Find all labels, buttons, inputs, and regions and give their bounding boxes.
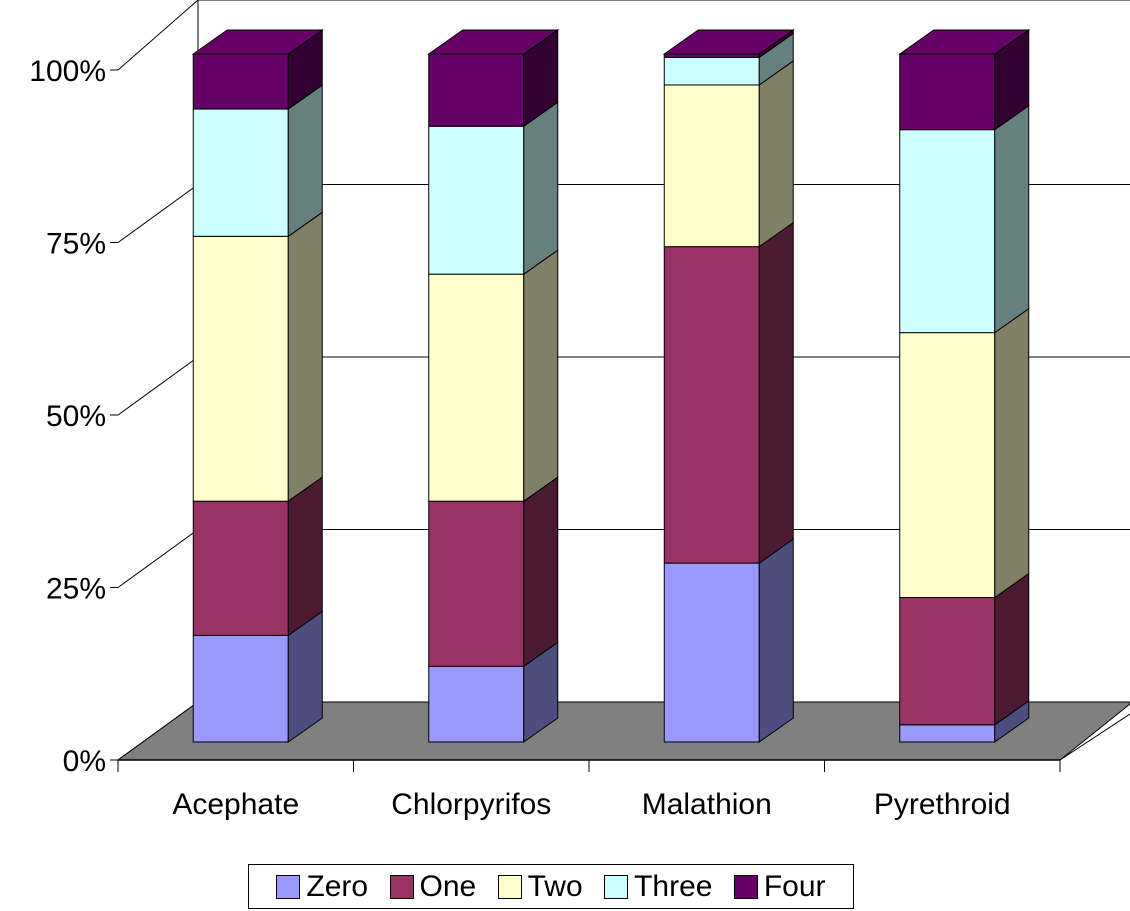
legend-label: Four — [763, 869, 826, 903]
bar-front — [899, 129, 996, 334]
legend-swatch — [733, 874, 758, 899]
bar-front — [899, 597, 996, 726]
bar-segment-pyrethroid-one — [899, 572, 1030, 726]
bar-top-malathion — [662, 29, 795, 55]
legend-item-one: One — [389, 869, 477, 904]
y-tick-label: 25% — [46, 573, 106, 606]
bar-segment-acephate-three — [192, 84, 323, 238]
legend-label: Two — [527, 869, 583, 903]
bar-front — [663, 53, 760, 58]
bar-side — [523, 249, 559, 503]
bar-segment-malathion-three — [663, 32, 794, 86]
legend-item-two: Two — [497, 869, 583, 904]
bar-side — [287, 84, 323, 238]
legend-item-three: Three — [604, 870, 712, 904]
bar-segment-chlorpyrifos-four — [428, 29, 559, 128]
y-tick-labels: 0% 25% 50% 75% 100% — [29, 55, 106, 778]
bar-side — [287, 211, 323, 503]
bar-front — [192, 235, 289, 502]
x-tick-label-acephate: Acephate — [172, 788, 299, 821]
legend: Zero One Two Three Four — [248, 864, 854, 909]
x-tick-label-malathion: Malathion — [642, 788, 772, 821]
floor-edge-right — [1059, 713, 1130, 761]
bar-segment-acephate-four — [192, 29, 323, 111]
legend-swatch — [276, 874, 301, 899]
bar-front — [192, 53, 289, 110]
bar-side — [758, 59, 794, 248]
bar-segment-malathion-one — [663, 221, 794, 565]
bar-top-acephate — [191, 29, 324, 55]
bar-segment-pyrethroid-two — [899, 307, 1030, 599]
bar-front — [899, 332, 996, 599]
legend-label: Zero — [306, 869, 369, 903]
bar-segment-chlorpyrifos-three — [428, 101, 559, 276]
bar-side — [523, 101, 559, 276]
bar-side — [994, 307, 1030, 599]
y-tick-label: 0% — [63, 745, 106, 778]
bar-segment-chlorpyrifos-zero — [428, 641, 559, 743]
bar-side — [994, 572, 1030, 726]
bar-front — [192, 634, 289, 743]
legend-label: Three — [634, 869, 713, 903]
x-tick-label-pyrethroid: Pyrethroid — [874, 788, 1011, 821]
y-tick-label: 50% — [46, 400, 106, 433]
bar-top-chlorpyrifos — [427, 29, 560, 55]
bar-segment-acephate-two — [192, 211, 323, 503]
bar-front — [899, 724, 996, 743]
bar-front — [192, 500, 289, 636]
bar-front — [663, 562, 760, 743]
bar-front — [899, 53, 996, 131]
bar-segment-pyrethroid-four — [899, 29, 1030, 131]
legend-item-zero: Zero — [276, 870, 368, 904]
bar-front — [663, 56, 760, 86]
bar-front — [663, 84, 760, 248]
bar-segment-malathion-two — [663, 59, 794, 248]
y-tick-label: 100% — [29, 55, 106, 88]
bar-side — [287, 476, 323, 637]
legend-item-four: Four — [733, 869, 826, 904]
bar-segment-malathion-zero — [663, 538, 794, 743]
bar-side — [758, 538, 794, 743]
bar-front — [428, 53, 525, 127]
legend-swatch — [604, 874, 629, 899]
bar-segment-acephate-one — [192, 476, 323, 637]
x-tick-label-chlorpyrifos: Chlorpyrifos — [391, 788, 551, 821]
bar-front — [428, 500, 525, 667]
bar-segment-pyrethroid-three — [899, 104, 1030, 334]
y-tick-label: 75% — [46, 228, 106, 261]
bar-segment-chlorpyrifos-one — [428, 476, 559, 668]
x-tick-labels: Acephate Chlorpyrifos Malathion Pyrethroid — [172, 788, 1010, 821]
legend-swatch — [497, 874, 522, 899]
bar-side — [523, 476, 559, 668]
bar-front — [192, 108, 289, 237]
legend-swatch — [389, 874, 414, 899]
axes — [110, 69, 1130, 772]
left-wall — [117, 0, 199, 761]
bar-front — [428, 125, 525, 275]
bar-segment-chlorpyrifos-two — [428, 249, 559, 503]
bar-side — [758, 221, 794, 565]
bar-side — [994, 104, 1030, 334]
bar-front — [428, 665, 525, 743]
bar-top-pyrethroid — [898, 29, 1031, 55]
bars — [191, 29, 1031, 743]
bar-segment-acephate-zero — [192, 610, 323, 743]
bar-segment-pyrethroid-zero — [899, 699, 1030, 743]
bar-front — [428, 273, 525, 502]
bar-front — [663, 246, 760, 564]
legend-label: One — [419, 869, 477, 903]
